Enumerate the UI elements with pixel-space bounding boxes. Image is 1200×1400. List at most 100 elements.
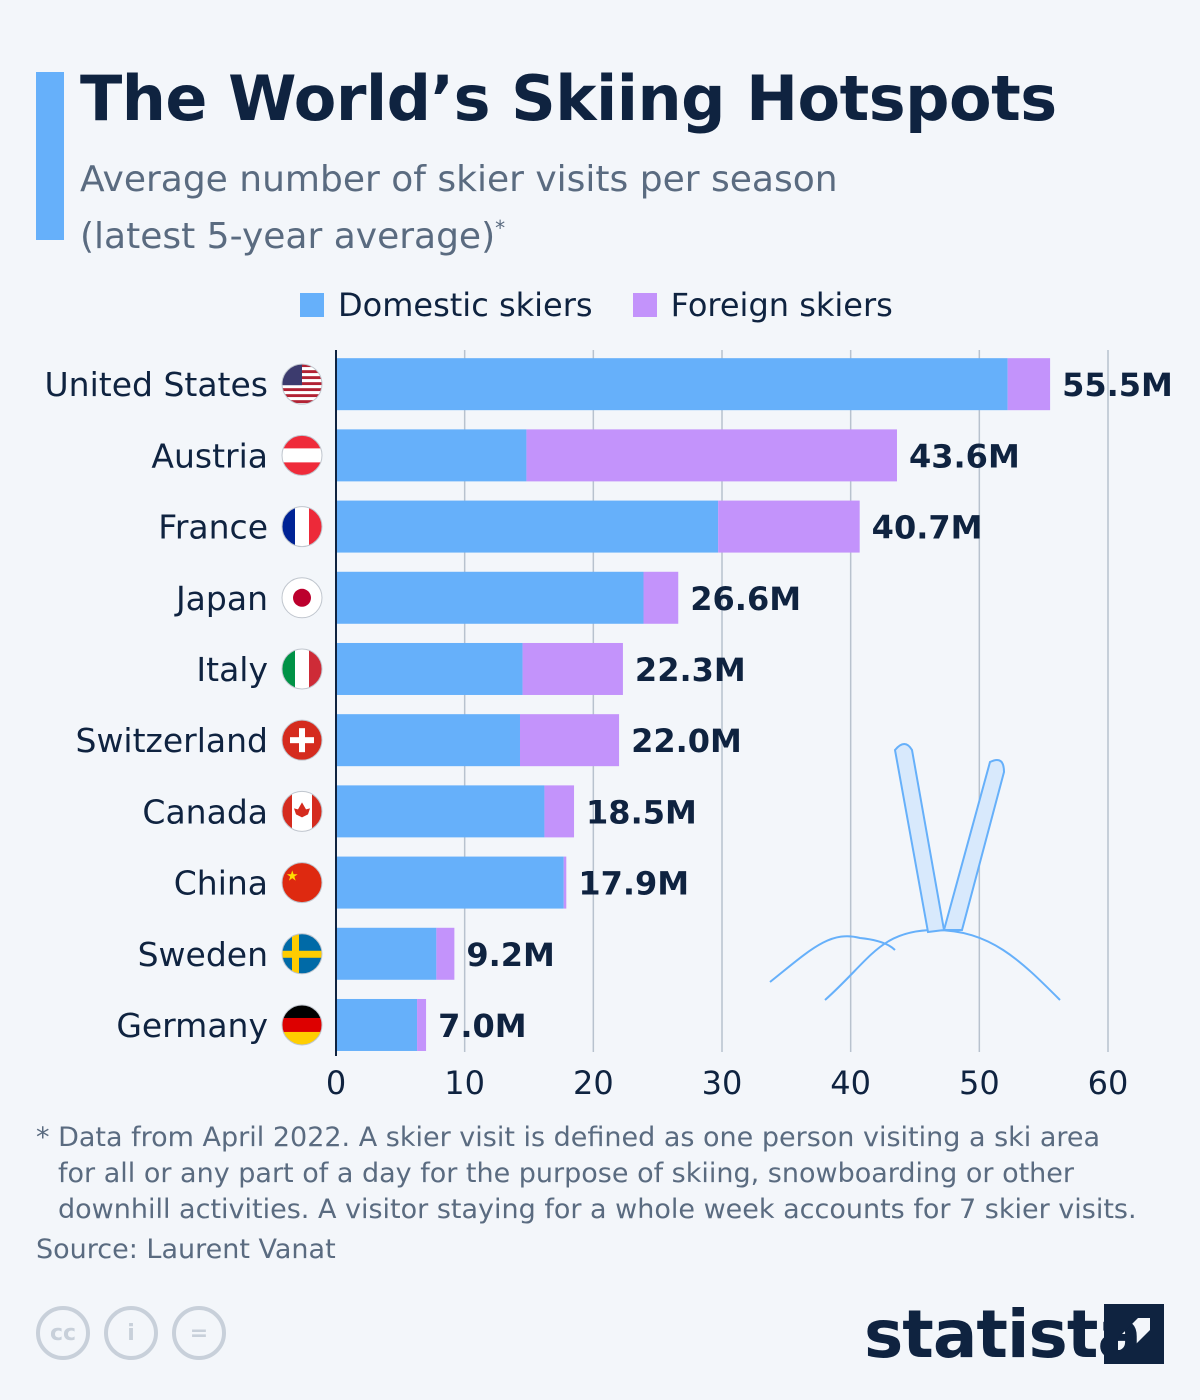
attribution-icon[interactable]: i [104,1306,158,1360]
footnote-mark: * [495,216,506,240]
germany-flag-icon [281,1004,323,1046]
category-label: Italy [196,650,268,689]
flag-outline [281,434,323,476]
x-tick-label: 10 [444,1064,485,1102]
flag-outline [281,862,323,904]
flag-outline [281,719,323,761]
hill-left [769,935,896,983]
flag-part [295,648,309,689]
flag-part [282,391,322,395]
legend-label-foreign: Foreign skiers [670,286,893,324]
flag-outline [281,648,323,690]
flag-part [282,648,296,689]
us-flag-icon [281,363,323,405]
bar-chart: 0 10 20 30 40 50 60 United States 55.5M Austria 43… [45,350,1173,1102]
bar-foreign [563,856,567,909]
flag-part [282,394,322,398]
footnote-line-1: * Data from April 2022. A skier visit is… [36,1122,1101,1153]
bar-domestic [336,571,644,624]
value-label: 9.2M [466,936,555,974]
category-label: United States [45,365,268,404]
flag-body [282,364,322,405]
flag-body [282,648,322,689]
flag-part [290,737,314,744]
bar-foreign [643,571,679,624]
hill-right [824,928,1061,1001]
flag-body [282,933,322,974]
flag-part [282,950,322,958]
bar-foreign [522,642,623,695]
subtitle: Average number of skier visits per seaso… [80,156,980,261]
flag-part [309,648,322,689]
flag-outline [281,363,323,405]
bar-foreign [436,927,455,980]
bar-domestic [336,714,520,767]
x-tick-label: 60 [1088,1064,1129,1102]
flag-part [294,802,310,818]
flag-outline [281,1004,323,1046]
flag-body [282,435,322,476]
bar-foreign [519,714,620,767]
value-label: 55.5M [1062,366,1173,404]
ski-left [893,743,946,934]
bar-domestic [336,856,564,909]
bar-domestic [336,500,719,553]
bar-domestic [336,642,523,695]
ski-illustration [769,743,1061,1001]
flag-body [282,506,322,547]
footnote: * Data from April 2022. A skier visit is… [36,1120,1176,1228]
japan-flag-icon [281,577,323,619]
bar-domestic [336,429,527,482]
title-accent-bar [36,72,64,240]
value-label: 22.3M [635,651,746,689]
bar-foreign [544,785,575,838]
flag-part [282,506,296,547]
source: Source: Laurent Vanat [36,1234,336,1265]
category-label: Austria [151,436,268,475]
flag-outline [281,506,323,548]
bar-domestic [336,358,1008,411]
flag-part [282,448,322,463]
footnote-line-2: for all or any part of a day for the pur… [58,1158,1075,1189]
bar-domestic [336,998,418,1051]
value-label: 18.5M [586,793,697,831]
sweden-flag-icon [281,933,323,975]
flag-body [282,1004,322,1045]
license-icons: cc i = [36,1306,226,1360]
category-label: China [174,864,268,903]
category-label: France [158,508,268,547]
bar-foreign [526,429,897,482]
flag-body [282,791,322,832]
legend: Domestic skiers Foreign skiers [300,286,893,324]
value-label: 7.0M [438,1007,527,1045]
bar-domestic [336,785,545,838]
legend-foreign: Foreign skiers [632,286,893,324]
ski-right [942,759,1006,931]
category-label: Switzerland [76,721,269,760]
x-tick-label: 20 [573,1064,614,1102]
bar-foreign [718,500,860,553]
legend-label-domestic: Domestic skiers [338,286,593,324]
flag-body [282,577,322,618]
flag-outline [281,577,323,619]
flag-outline [281,933,323,975]
subtitle-line-2: (latest 5-year average) [80,216,496,257]
cc-icon[interactable]: cc [36,1306,90,1360]
flag-part: ★ [286,869,299,885]
canada-flag-icon [281,790,323,832]
bar-foreign [417,998,427,1051]
flag-part [282,400,322,404]
flag-part [293,588,311,607]
flag-outline [281,790,323,832]
statista-logo[interactable]: statista [864,1296,1142,1373]
x-tick-label: 0 [326,1064,346,1102]
category-label: Canada [142,792,268,831]
austria-flag-icon [281,434,323,476]
flag-part [282,1004,322,1019]
no-derivatives-icon[interactable]: = [172,1306,226,1360]
value-label: 22.0M [631,722,742,760]
flag-part [282,1017,322,1032]
value-label: 40.7M [872,509,983,547]
flag-part [282,397,322,401]
bar-domestic [336,927,437,980]
